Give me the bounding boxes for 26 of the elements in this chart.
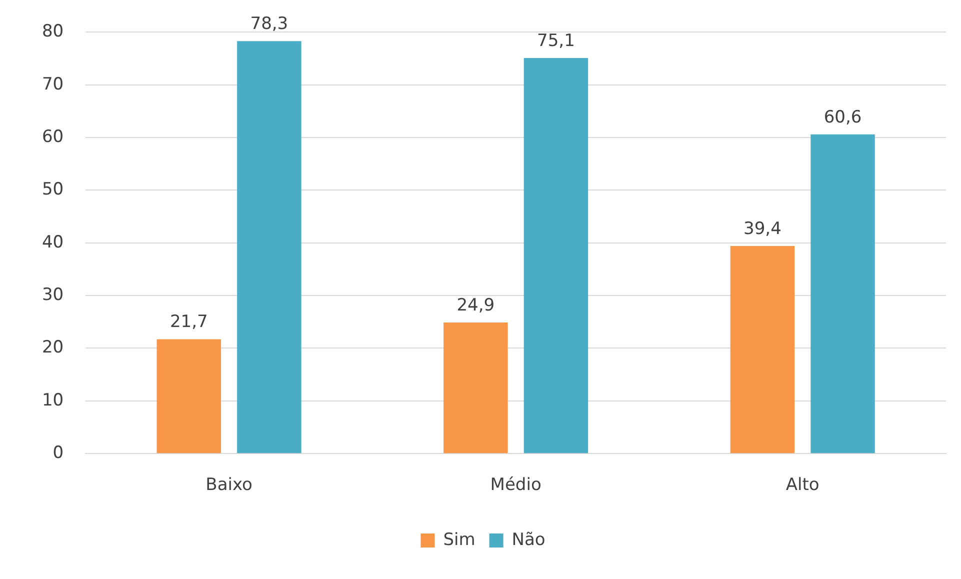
y-tick-label: 40 (42, 232, 64, 252)
bar (524, 58, 588, 454)
data-label: 60,6 (824, 107, 862, 128)
y-tick-label: 60 (42, 126, 64, 147)
data-label: 78,3 (250, 14, 288, 34)
y-tick-label: 50 (42, 180, 64, 200)
x-tick-label: Alto (786, 475, 820, 496)
bar (156, 339, 221, 454)
bar (730, 246, 795, 454)
y-tick-label: 0 (52, 443, 64, 464)
legend-label: Sim (443, 530, 476, 550)
x-tick-label: Baixo (206, 475, 252, 496)
bar (237, 41, 302, 454)
y-tick-label: 70 (42, 74, 64, 94)
bar (444, 322, 508, 454)
y-tick-label: 20 (42, 338, 64, 358)
x-tick-label: Médio (490, 475, 542, 496)
data-label: 24,9 (456, 295, 495, 316)
legend-label: Não (512, 530, 546, 550)
bar (810, 134, 875, 454)
data-label: 21,7 (170, 312, 208, 332)
y-tick-label: 80 (42, 22, 64, 42)
data-label: 39,4 (744, 218, 782, 239)
data-label: 75,1 (537, 30, 575, 51)
y-tick-label: 10 (42, 390, 64, 410)
y-tick-label: 30 (42, 284, 64, 305)
